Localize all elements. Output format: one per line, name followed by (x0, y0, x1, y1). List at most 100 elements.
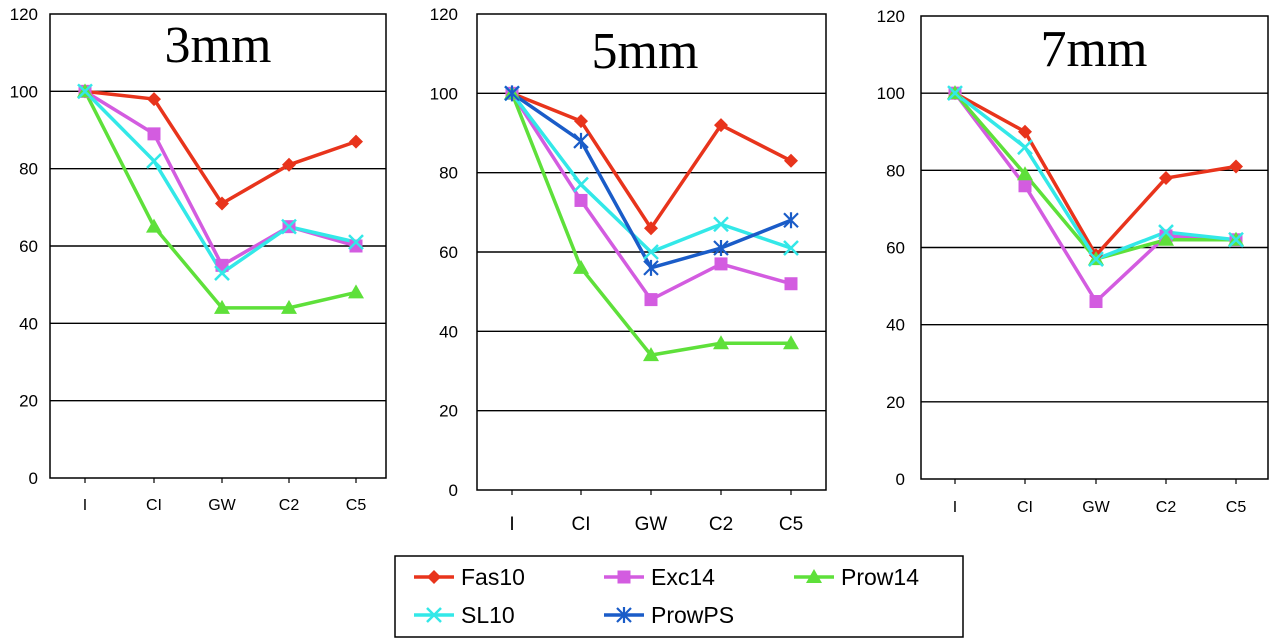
y-tick-label: 20 (439, 402, 458, 421)
data-point-SL10 (1017, 139, 1033, 156)
y-tick-label: 80 (19, 160, 38, 179)
data-point-Fas10 (574, 114, 588, 129)
data-point-ProwPS (783, 212, 799, 229)
series-group (77, 83, 364, 314)
y-tick-label: 80 (886, 161, 905, 180)
legend: Fas10 Exc14 Prow14 SL10 ProwPS (394, 555, 964, 638)
legend-label: SL10 (461, 602, 515, 628)
y-tick-label: 60 (886, 239, 905, 258)
data-point-Prow14 (1158, 231, 1174, 246)
legend-marker (617, 570, 631, 584)
y-tick-label: 60 (19, 237, 38, 256)
data-point-SL10 (281, 218, 297, 235)
data-point-SL10 (146, 153, 162, 169)
x-tick-label: C2 (1156, 499, 1177, 516)
data-point-Fas10 (1018, 124, 1032, 139)
legend-item-ProwPS: ProwPS (604, 602, 734, 628)
data-point-Fas10 (714, 118, 728, 133)
chart-title: 7mm (1041, 21, 1148, 78)
y-tick-label: 20 (19, 392, 38, 411)
data-point-SL10 (214, 265, 230, 281)
legend-marker (427, 570, 441, 584)
data-point-Exc14 (349, 239, 363, 253)
data-point-SL10 (1088, 251, 1104, 267)
y-tick-label: 20 (886, 393, 905, 412)
data-point-Fas10 (349, 134, 363, 149)
x-tick-label: I (953, 499, 957, 516)
data-point-SL10 (573, 176, 589, 193)
data-point-Prow14 (573, 259, 589, 274)
data-point-Fas10 (147, 92, 161, 107)
y-tick-label: 0 (896, 470, 905, 489)
data-point-Fas10 (1229, 159, 1243, 174)
data-point-Exc14 (784, 277, 798, 291)
data-point-SL10 (783, 240, 799, 256)
legend-item-Fas10: Fas10 (414, 564, 525, 590)
x-tick-label: C2 (279, 497, 300, 514)
data-point-Fas10 (784, 153, 798, 168)
legend-label: Prow14 (841, 564, 919, 590)
y-tick-label: 80 (439, 164, 458, 183)
y-tick-label: 100 (877, 84, 905, 103)
data-point-Prow14 (1017, 166, 1033, 181)
data-point-SL10 (1158, 224, 1174, 240)
legend-marker (616, 607, 632, 623)
data-point-Exc14 (574, 193, 588, 207)
data-point-Prow14 (713, 335, 729, 350)
data-point-SL10 (947, 85, 963, 102)
data-point-ProwPS (713, 240, 729, 257)
data-point-SL10 (713, 216, 729, 233)
x-tick-label: I (83, 497, 87, 514)
data-point-Prow14 (281, 299, 297, 314)
data-point-ProwPS (573, 132, 589, 149)
data-point-Exc14 (644, 293, 658, 307)
chart-title: 3mm (165, 17, 272, 74)
legend-label: Exc14 (651, 564, 715, 590)
data-point-Fas10 (644, 221, 658, 236)
data-point-Prow14 (146, 218, 162, 233)
data-point-SL10 (348, 234, 364, 251)
y-tick-label: 40 (19, 314, 38, 333)
data-point-Exc14 (147, 127, 161, 141)
x-tick-label: C5 (1226, 499, 1247, 516)
legend-item-Exc14: Exc14 (604, 564, 715, 590)
y-tick-label: 120 (10, 5, 38, 24)
data-point-Prow14 (783, 335, 799, 350)
legend-item-SL10: SL10 (414, 602, 515, 628)
x-tick-label: C2 (709, 514, 733, 535)
y-tick-label: 40 (886, 316, 905, 335)
series-group (504, 85, 799, 362)
chart-panel-3mm: 0 20 40 60 80 100 120 I CI GW C2 C5 3mm (10, 5, 387, 514)
x-tick-label: I (509, 514, 514, 535)
x-tick-label: GW (635, 514, 668, 535)
data-point-Exc14 (1018, 179, 1032, 193)
data-point-Exc14 (1089, 295, 1103, 309)
y-tick-label: 120 (877, 7, 905, 26)
x-tick-label: CI (146, 497, 162, 514)
chart-panel-5mm: 0 20 40 60 80 100 120 I CI GW C2 C5 5mm (430, 5, 827, 535)
data-point-Fas10 (215, 196, 229, 211)
data-point-Prow14 (214, 299, 230, 314)
legend-item-Prow14: Prow14 (794, 564, 919, 590)
data-point-SL10 (77, 83, 93, 100)
data-point-Fas10 (282, 157, 296, 172)
data-point-SL10 (1228, 231, 1244, 248)
legend-label: ProwPS (651, 602, 734, 628)
y-tick-label: 100 (430, 84, 458, 103)
x-tick-label: C5 (346, 497, 367, 514)
chart-title: 5mm (592, 23, 699, 80)
y-tick-label: 60 (439, 243, 458, 262)
x-tick-label: GW (208, 497, 236, 514)
legend-marker (806, 569, 822, 583)
data-point-Prow14 (643, 347, 659, 362)
x-tick-label: CI (572, 514, 591, 535)
data-point-SL10 (643, 244, 659, 260)
data-point-Fas10 (1159, 171, 1173, 186)
y-tick-label: 120 (430, 5, 458, 24)
y-tick-label: 100 (10, 82, 38, 101)
data-point-ProwPS (643, 259, 659, 276)
x-tick-label: GW (1082, 499, 1110, 516)
y-tick-label: 0 (449, 481, 458, 500)
x-tick-label: C5 (779, 514, 803, 535)
